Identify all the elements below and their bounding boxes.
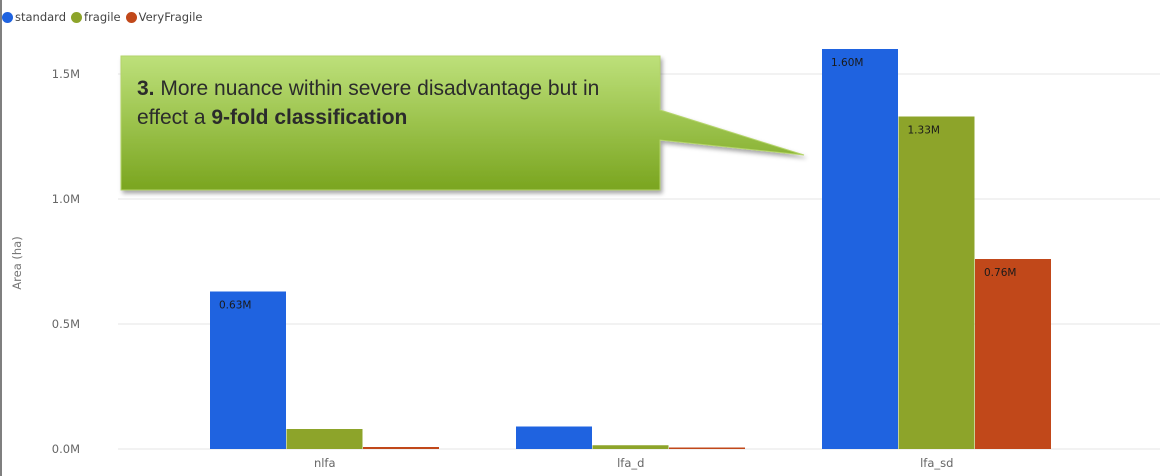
bar-veryfragile-lfa_d[interactable] [669, 447, 745, 450]
data-label: 1.33M [908, 125, 940, 137]
data-label: 0.76M [984, 267, 1016, 279]
y-tick-label: 0.0M [52, 442, 80, 456]
x-tick-label: nlfa [314, 456, 336, 470]
legend-item-standard[interactable]: standard [2, 10, 66, 24]
legend: standard fragile VeryFragile [2, 9, 208, 25]
data-label: 1.60M [831, 57, 863, 69]
bar-fragile-lfa_sd[interactable] [898, 116, 975, 450]
bar-standard-lfa_sd[interactable] [822, 49, 898, 449]
legend-label-veryfragile: VeryFragile [138, 10, 203, 24]
bar-fragile-lfa_d[interactable] [592, 445, 669, 449]
x-axis: nlfa lfa_d lfa_sd [314, 456, 953, 470]
legend-marker-veryfragile [125, 11, 137, 23]
bars [210, 49, 1051, 449]
y-tick-label: 0.5M [52, 317, 80, 331]
legend-item-veryfragile[interactable]: VeryFragile [125, 10, 203, 24]
x-tick-label: lfa_d [617, 456, 644, 470]
callout-text: 3. More nuance within severe disadvantag… [121, 60, 656, 185]
x-tick-label: lfa_sd [920, 456, 953, 470]
legend-label-fragile: fragile [84, 10, 121, 24]
legend-marker-fragile [71, 11, 83, 23]
data-labels: 0.63M 1.60M 1.33M 0.76M [219, 57, 1016, 312]
bar-standard-nlfa[interactable] [210, 291, 286, 450]
y-axis: 0.0M 0.5M 1.0M 1.5M [52, 67, 80, 456]
legend-marker-standard [2, 11, 13, 23]
bar-fragile-nlfa[interactable] [286, 429, 363, 449]
bar-standard-lfa_d[interactable] [516, 426, 592, 450]
left-border [0, 0, 2, 476]
callout-body: More nuance within severe disadvantage b… [137, 77, 600, 129]
data-label: 0.63M [219, 300, 251, 312]
y-axis-title: Area (ha) [10, 236, 24, 289]
legend-label-standard: standard [15, 10, 67, 24]
bar-veryfragile-nlfa[interactable] [363, 447, 439, 449]
y-tick-label: 1.5M [52, 67, 80, 81]
callout-emphasis: 9-fold classification [211, 106, 408, 129]
bar-veryfragile-lfa_sd[interactable] [975, 259, 1051, 449]
y-tick-label: 1.0M [52, 192, 80, 206]
legend-item-fragile[interactable]: fragile [71, 10, 121, 24]
callout-number: 3. [137, 77, 155, 100]
